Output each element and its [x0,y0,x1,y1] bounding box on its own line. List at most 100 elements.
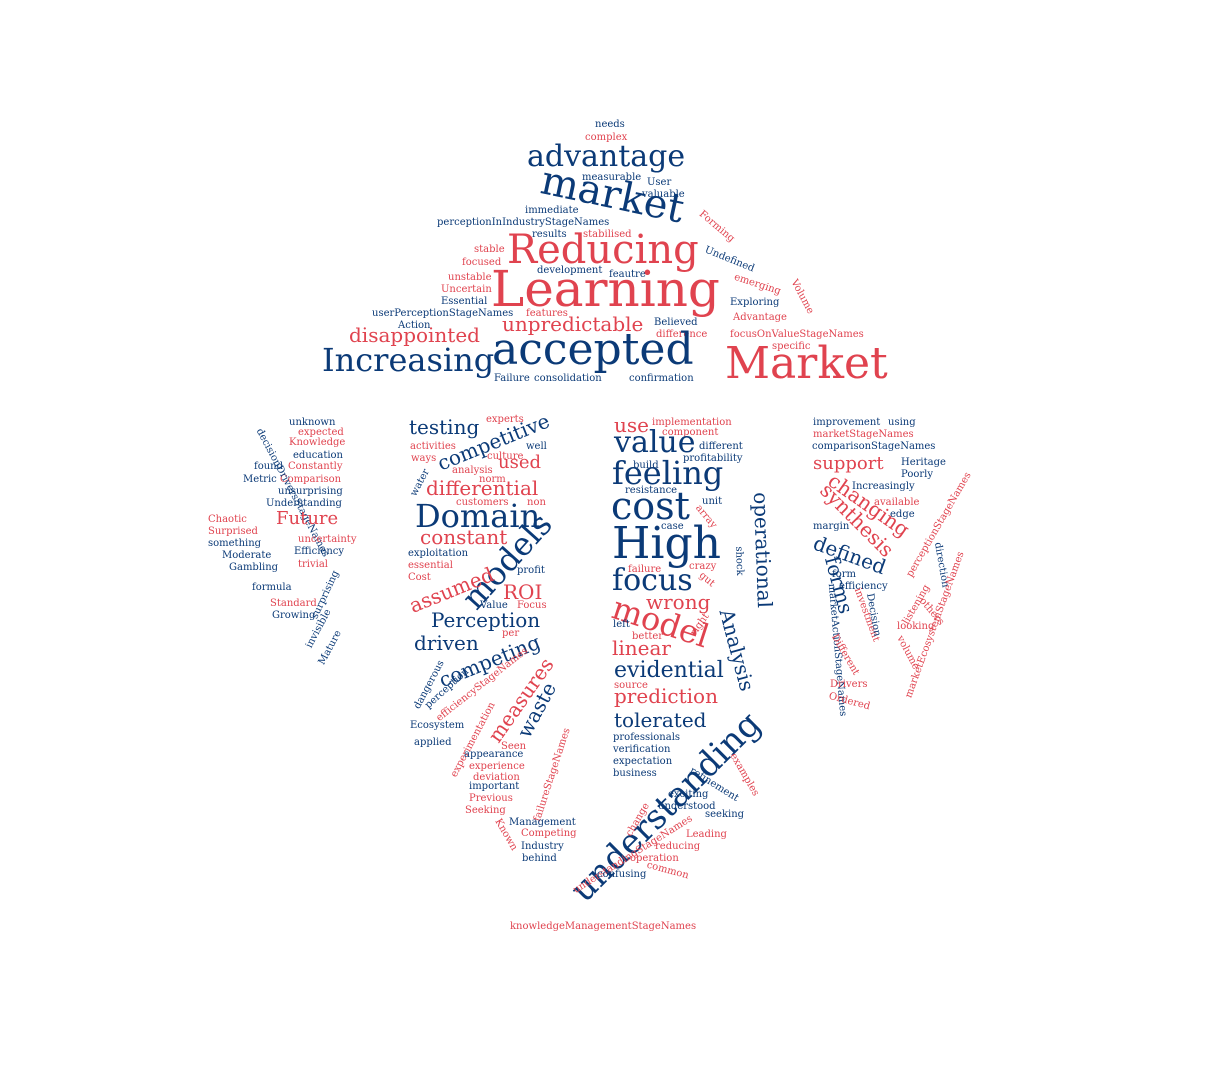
word-drivers: Drivers [830,679,868,690]
word-focus: Focus [517,600,547,611]
word-features: features [526,308,568,319]
word-behind: behind [522,853,557,864]
word-customers: customers [456,497,509,508]
word-activities: activities [410,441,456,452]
word-chaotic: Chaotic [208,514,247,525]
word-exciting: exciting [668,789,709,800]
word-verification: verification [613,744,671,755]
word-emerging: emerging [732,271,783,298]
word-uncertainty: uncertainty [298,534,357,545]
word-driven: driven [414,631,479,655]
word-ecosystem: Ecosystem [410,720,465,731]
word-industry: Industry [521,841,564,852]
word-prediction: prediction [614,684,718,708]
word-competing: Competing [521,828,577,839]
word-difference: difference [656,329,708,340]
word-edge: edge [890,509,915,520]
word-experience: experience [469,761,525,772]
word-advantage: advantage [527,139,686,174]
word-complex: complex [585,132,628,143]
word-action: Action [398,320,431,331]
word-differential: differential [426,476,539,500]
word-feautre: feautre [609,269,646,280]
word-disappointed: disappointed [349,323,480,347]
word-formula: formula [252,582,292,593]
word-feeling: feeling [612,454,724,492]
word-metric: Metric [243,474,277,485]
word-failure-stage-names: failureStageNames [532,726,573,823]
word-surprised: Surprised [208,526,258,537]
word-unit: unit [702,496,723,507]
word-non: non [527,497,546,508]
word-domain: Domain [415,497,541,535]
word-uncertain: Uncertain [441,284,492,295]
word-used: used [498,452,542,473]
word-value: value [614,425,696,460]
word-norm: norm [479,474,506,485]
word-support: support [813,453,884,474]
word-valuable: valuable [642,189,685,200]
word-wrong: wrong [646,590,711,614]
word-consolidation: consolidation [534,373,602,384]
word-evidential: evidential [614,658,724,683]
word-form: form [832,569,856,580]
word-user-perception-stage-names: userPerceptionStageNames [372,308,514,319]
word-knowledge-management-stage-names: knowledgeManagementStageNames [510,921,697,932]
word-cost: Cost [408,572,431,583]
word-poorly: Poorly [901,469,933,480]
word-gambling: Gambling [229,562,279,573]
word-future: Future [276,508,339,529]
word-increasing: Increasing [322,341,495,379]
word-growing: Growing [272,610,316,621]
word-management: Management [509,817,576,828]
word-unstable: unstable [448,272,492,283]
word-well: well [526,441,547,452]
word-focused: focused [462,257,502,268]
word-advantage: Advantage [733,312,787,323]
word-source: source [614,680,648,691]
word-operation: operation [630,853,679,864]
word-ordered: Ordered [827,690,872,713]
word-use: use [614,413,649,437]
word-appearance: appearance [464,749,524,760]
word-development: development [537,265,603,276]
word-failure: failure [628,564,662,575]
word-heritage: Heritage [901,457,946,468]
word-moderate: Moderate [222,550,272,561]
word-gut: gut [696,569,717,590]
word-comparison-stage-names: comparisonStageNames [812,441,936,452]
word-different: different [699,441,743,452]
word-constantly: Constantly [288,461,343,472]
word-increasingly: Increasingly [852,481,915,492]
word-stable: stable [474,244,505,255]
word-essential: essential [408,560,453,571]
word-believed: Believed [654,317,698,328]
word-cost: cost [611,484,690,528]
word-component: component [662,427,719,438]
word-reducing: reducing [655,841,701,852]
word-important: important [469,781,520,792]
word-expectation: expectation [613,756,673,767]
word-seeking: seeking [705,809,745,820]
word-immediate: immediate [525,205,579,216]
word-comparison: Comparison [280,474,342,485]
word-implementation: implementation [652,417,732,428]
word-left: left [613,619,630,630]
word-experts: experts [486,414,524,425]
word-high: High [612,518,721,569]
word-testing: testing [409,415,480,439]
word-deviation: deviation [473,772,520,783]
word-something: something [208,538,262,549]
word-focus: focus [612,563,693,598]
word-understood: understood [658,801,716,812]
word-unsurprising: unsurprising [278,486,343,497]
word-operational: operational [748,491,777,609]
word-perception-in-industry-stage-names: perceptionInIndustryStageNames [437,217,610,228]
word-analysis: analysis [452,465,493,476]
word-specific: specific [772,341,811,352]
word-applied: applied [414,737,452,748]
word-crazy: crazy [689,561,717,572]
word-volume: volume [894,633,922,672]
word-efficiency: efficiency [839,581,888,592]
